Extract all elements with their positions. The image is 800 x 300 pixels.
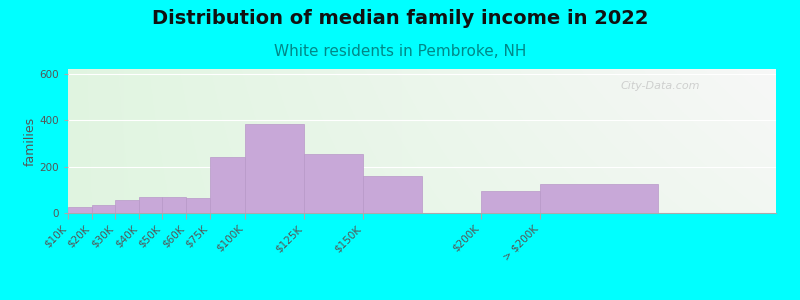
Bar: [115, 200, 139, 213]
Bar: [481, 191, 540, 213]
Bar: [304, 154, 363, 213]
Bar: [210, 157, 245, 213]
Y-axis label: families: families: [23, 116, 37, 166]
Bar: [139, 197, 162, 213]
Bar: [91, 205, 115, 213]
Bar: [363, 176, 422, 213]
Bar: [68, 207, 91, 213]
Bar: [162, 197, 186, 213]
Text: City-Data.com: City-Data.com: [620, 81, 700, 91]
Bar: [540, 184, 658, 213]
Bar: [245, 124, 304, 213]
Bar: [186, 198, 210, 213]
Text: White residents in Pembroke, NH: White residents in Pembroke, NH: [274, 44, 526, 59]
Text: Distribution of median family income in 2022: Distribution of median family income in …: [152, 9, 648, 28]
